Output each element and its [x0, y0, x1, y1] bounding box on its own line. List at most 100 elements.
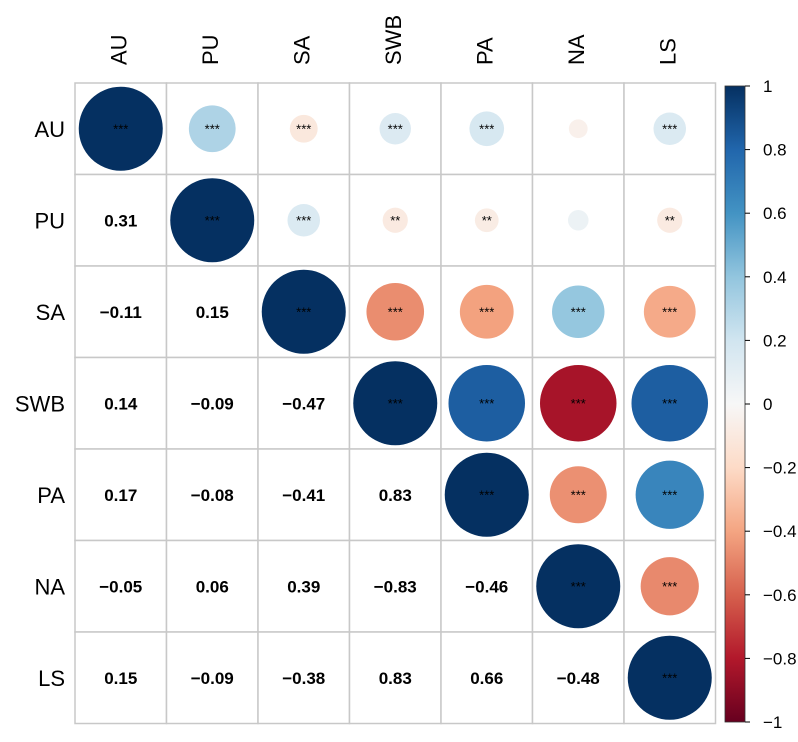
correlation-circle: [640, 557, 699, 616]
matrix-cell: [348, 631, 442, 725]
correlation-circle: [539, 364, 617, 442]
correlation-circle: [459, 284, 514, 339]
matrix-cell: [165, 539, 259, 633]
significance-label: ***: [296, 213, 311, 228]
matrix-cell: [165, 265, 259, 359]
correlation-circle: [469, 111, 505, 147]
matrix-cell: [348, 539, 442, 633]
coefficient-label: −0.09: [191, 394, 234, 413]
colorbar-tick-label: 0.8: [763, 141, 787, 160]
correlation-circle: [444, 452, 529, 537]
row-label: AU: [34, 117, 65, 142]
correlation-circle: [474, 208, 499, 233]
significance-label: ***: [662, 396, 677, 411]
matrix-cell: [440, 631, 534, 725]
significance-label: **: [665, 213, 675, 228]
colorbar-tick-label: −0.4: [763, 522, 797, 541]
coefficient-label: −0.38: [282, 669, 325, 688]
matrix-cell: [74, 356, 168, 450]
colorbar-tick-label: −0.6: [763, 586, 797, 605]
significance-label: ***: [662, 304, 677, 319]
correlation-circle: [568, 119, 588, 139]
coefficient-label: 0.83: [379, 669, 412, 688]
correlation-circle: [379, 113, 411, 145]
correlation-circle: [549, 466, 607, 524]
column-label: SA: [290, 35, 315, 65]
column-label: PA: [473, 37, 498, 65]
significance-label: **: [390, 213, 400, 228]
correlation-circle: [289, 114, 318, 143]
matrix-marks: *** *** *** *** *** *** 0.31 *** *** ** * * ** −0.11 0…: [78, 86, 712, 720]
column-label: SWB: [381, 15, 406, 65]
significance-label: ***: [662, 487, 677, 502]
correlation-circle: [567, 209, 589, 231]
matrix-cell: [531, 631, 625, 725]
column-label: LS: [656, 38, 681, 65]
colorbar: 1 0.8 0.6 0.4 0.2 0 −0.2 −0.4 −0.6 −0.8 −1: [724, 77, 797, 732]
coefficient-label: 0.15: [196, 303, 229, 322]
row-label: SA: [36, 300, 66, 325]
coefficient-label: 0.06: [196, 577, 229, 596]
correlation-circle: [170, 178, 255, 263]
significance-label: ***: [388, 304, 403, 319]
significance-label: ***: [388, 396, 403, 411]
row-label: LS: [38, 666, 65, 691]
significance-label: ***: [479, 396, 494, 411]
colorbar-tick-label: 1: [763, 77, 772, 96]
significance-label: ***: [662, 670, 677, 685]
coefficient-label: 0.17: [104, 486, 137, 505]
coefficient-label: −0.41: [282, 486, 325, 505]
coefficient-label: −0.11: [100, 303, 142, 322]
row-labels: AU PU SA SWB PA NA LS: [15, 117, 65, 691]
significance-label: ***: [662, 579, 677, 594]
significance-label: ***: [479, 121, 494, 136]
matrix-cell: [165, 356, 259, 450]
coefficient-label: 0.14: [104, 394, 138, 413]
coefficient-label: −0.08: [191, 486, 234, 505]
matrix-cell: [257, 448, 351, 542]
correlation-circle: [657, 207, 683, 233]
correlation-circle: [366, 282, 425, 341]
matrix-cell: [623, 173, 717, 267]
column-labels: AU PU SA SWB PA NA LS: [107, 15, 681, 65]
correlation-circle: [448, 364, 526, 442]
matrix-cell: [74, 173, 168, 267]
matrix-cell: [74, 631, 168, 725]
row-label: PA: [37, 483, 65, 508]
colorbar-tick-label: 0: [763, 395, 772, 414]
colorbar-tick-label: −0.2: [763, 459, 797, 478]
significance-label: ***: [571, 396, 586, 411]
correlation-circle: [188, 105, 236, 153]
correlation-circle: [261, 269, 346, 354]
row-label: NA: [34, 574, 65, 599]
significance-label: ***: [205, 121, 220, 136]
coefficient-label: 0.31: [104, 211, 137, 230]
correlation-circle: [552, 285, 605, 338]
coefficient-label: −0.83: [374, 577, 417, 596]
colorbar-tick-label: 0.2: [763, 331, 787, 350]
colorbar-tick-label: −1: [763, 713, 782, 732]
significance-label: ***: [662, 121, 677, 136]
correlation-circle: [643, 285, 696, 338]
correlation-circle: [653, 112, 687, 146]
coefficient-label: 0.39: [287, 577, 320, 596]
significance-label: ***: [571, 579, 586, 594]
significance-label: ***: [296, 121, 311, 136]
column-label: AU: [107, 34, 132, 65]
correlation-circle: [78, 86, 163, 171]
coefficient-label: −0.09: [191, 669, 234, 688]
colorbar-tick-label: −0.8: [763, 649, 797, 668]
column-label: PU: [198, 34, 223, 65]
coefficient-label: 0.66: [470, 669, 503, 688]
significance-label: ***: [571, 304, 586, 319]
correlation-circle: [382, 207, 408, 233]
coefficient-label: −0.47: [282, 394, 325, 413]
colorbar-gradient: [724, 85, 746, 723]
coefficient-label: 0.83: [379, 486, 412, 505]
coefficient-label: −0.48: [557, 669, 600, 688]
significance-label: ***: [205, 213, 220, 228]
significance-label: ***: [296, 304, 311, 319]
correlation-circle: [353, 361, 438, 446]
matrix-cell: [74, 539, 168, 633]
